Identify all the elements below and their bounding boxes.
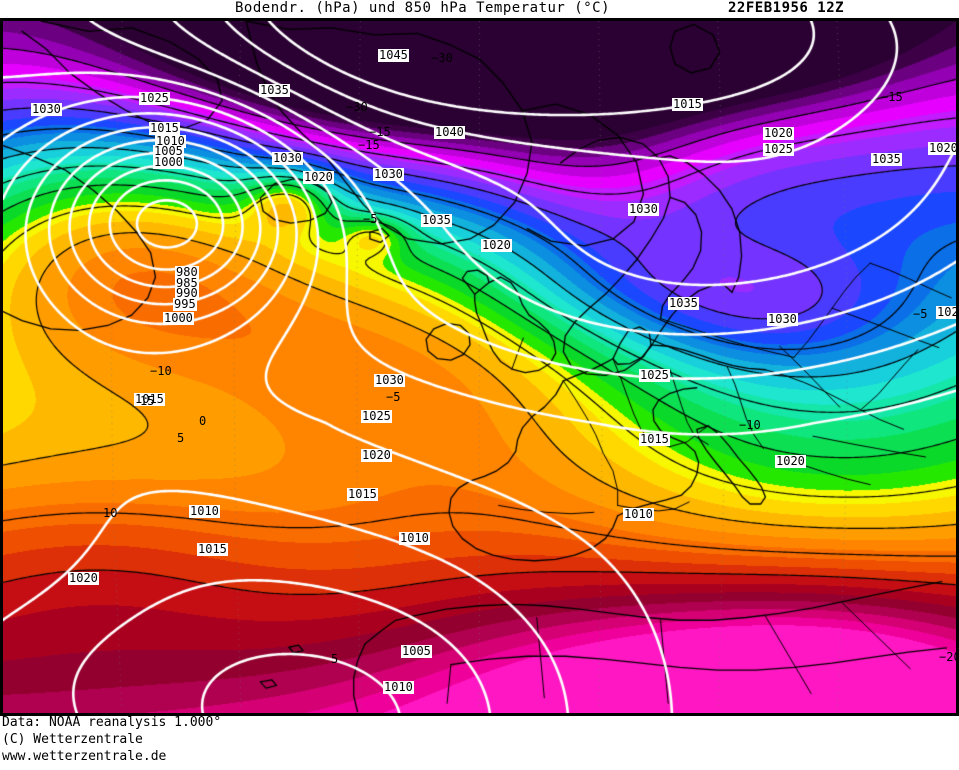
isobar-label: 1010 bbox=[383, 680, 414, 694]
isobar-label: 1025 bbox=[639, 368, 670, 382]
page-title: Bodendr. (hPa) und 850 hPa Temperatur (°… bbox=[235, 0, 611, 16]
isobar-label: 1000 bbox=[153, 155, 184, 169]
isobar-label: 990 bbox=[175, 286, 199, 300]
isobar-label: 980 bbox=[175, 265, 199, 279]
isobar-label: 1020 bbox=[763, 126, 794, 140]
isotherm-label: −20 bbox=[939, 650, 959, 664]
isotherm-label: 5 bbox=[331, 652, 339, 666]
isotherm-label: −30 bbox=[431, 51, 453, 65]
isobar-label: 1030 bbox=[628, 202, 659, 216]
isotherm-label: −15 bbox=[881, 90, 903, 104]
isobar-label: 985 bbox=[175, 276, 199, 290]
isotherm-label: 10 bbox=[103, 506, 118, 520]
data-source-text: Data: NOAA reanalysis 1.000° bbox=[2, 715, 222, 730]
isobar-label: 1015 bbox=[347, 487, 378, 501]
isobar-label: 1025 bbox=[139, 91, 170, 105]
isotherm-label: 0 bbox=[199, 414, 207, 428]
isobar-label: 1015 bbox=[197, 542, 228, 556]
isotherm-label: −5 bbox=[913, 307, 928, 321]
map-panel[interactable]: 1045 1035 1025 1030 1015 1010 1040 1005 1000 1015… bbox=[0, 18, 959, 716]
isobar-label: 1035 bbox=[421, 213, 452, 227]
isotherm-label: −15 bbox=[369, 125, 391, 139]
isobar-label: 1020 bbox=[775, 454, 806, 468]
isotherm-label: −5 bbox=[386, 390, 401, 404]
isobar-label: 1000 bbox=[163, 311, 194, 325]
isobar-label: 1025 bbox=[361, 409, 392, 423]
isobar-label: 1030 bbox=[373, 167, 404, 181]
isobar-label: 1010 bbox=[189, 504, 220, 518]
isotherm-label: −15 bbox=[358, 138, 380, 152]
isobar-label: 1010 bbox=[623, 507, 654, 521]
isobar-label: 1030 bbox=[272, 151, 303, 165]
isobar-label: 1015 bbox=[149, 121, 180, 135]
isobar-label: 1020 bbox=[303, 170, 334, 184]
isobar-label: 1020 bbox=[481, 238, 512, 252]
isobar-label: 1025 bbox=[763, 142, 794, 156]
isotherm-label: −5 bbox=[363, 212, 378, 226]
isobar-label: 102 bbox=[936, 305, 959, 319]
isobar-label: 1015 bbox=[672, 97, 703, 111]
isobar-label: 1035 bbox=[871, 152, 902, 166]
isobar-label: 1005 bbox=[153, 144, 184, 158]
isobar-label: 1010 bbox=[155, 134, 186, 148]
copyright-text: (C) Wetterzentrale bbox=[2, 732, 143, 747]
isobar-label: 1045 bbox=[378, 48, 409, 62]
isobar-label: 1035 bbox=[259, 83, 290, 97]
title-bar: Bodendr. (hPa) und 850 hPa Temperatur (°… bbox=[0, 0, 959, 18]
isobar-label: 1010 bbox=[399, 531, 430, 545]
isobar-label: 1020 bbox=[361, 448, 392, 462]
isobar-label: 1015 bbox=[134, 392, 165, 406]
isobar-label: 1005 bbox=[401, 644, 432, 658]
isotherm-label: 5 bbox=[177, 431, 185, 445]
website-text: www.wetterzentrale.de bbox=[2, 749, 167, 764]
isobar-label: 1020 bbox=[68, 571, 99, 585]
isotherm-label: 15 bbox=[140, 394, 155, 408]
isobar-label: 1030 bbox=[767, 312, 798, 326]
isobar-label: 1040 bbox=[434, 125, 465, 139]
isobar-label: 1020 bbox=[928, 141, 958, 155]
isobar-label: 1015 bbox=[639, 432, 670, 446]
isotherm-label: −30 bbox=[346, 100, 368, 114]
isotherm-label: −10 bbox=[150, 364, 172, 378]
isobar-label: 1030 bbox=[31, 102, 62, 116]
footer: Data: NOAA reanalysis 1.000° (C) Wetterz… bbox=[0, 715, 959, 770]
isotherm-label: −10 bbox=[739, 418, 761, 432]
weather-map-canvas[interactable] bbox=[3, 21, 956, 713]
isobar-label: 1035 bbox=[668, 296, 699, 310]
forecast-datetime: 22FEB1956 12Z bbox=[728, 0, 845, 16]
isobar-label: 995 bbox=[173, 297, 197, 311]
isobar-label: 1030 bbox=[374, 373, 405, 387]
